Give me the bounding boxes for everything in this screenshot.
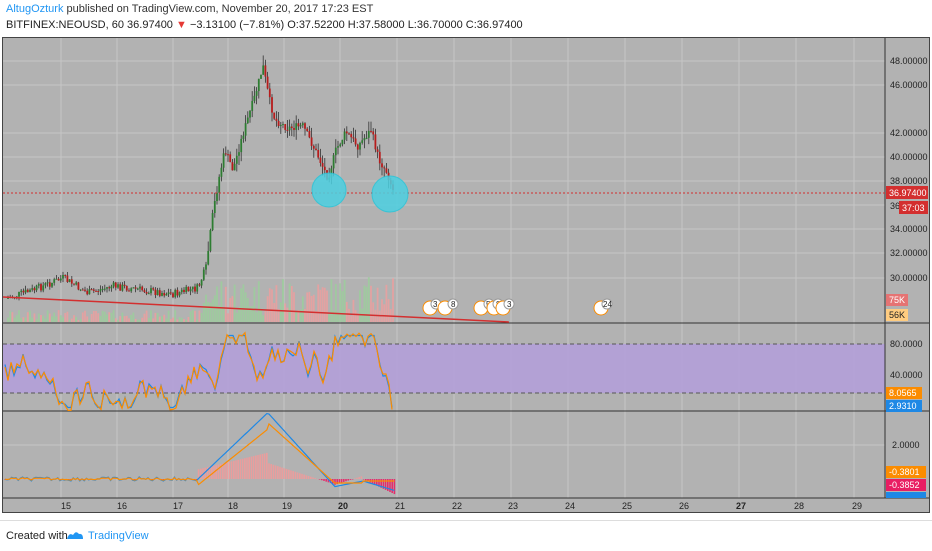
time-tick: 27 <box>736 501 746 511</box>
volume-badge-text: 75K <box>889 295 905 305</box>
price-tick: 42.00000 <box>890 128 928 138</box>
tradingview-brand-link[interactable]: TradingView <box>88 530 149 542</box>
volume-badge <box>886 309 908 321</box>
time-tick: 18 <box>228 501 238 511</box>
countdown-badge <box>899 201 928 214</box>
signal-line <box>4 422 395 486</box>
event-marker[interactable]: 8 <box>437 298 459 316</box>
event-count: 24 <box>603 300 612 309</box>
time-tick: 20 <box>338 501 348 511</box>
histogram-badge <box>886 479 926 491</box>
symbol-info: BITFINEX:NEOUSD, 60 36.97400 ▼ −3.13100 … <box>6 19 523 31</box>
price-tick: 34.00000 <box>890 224 928 234</box>
symbol-label: BITFINEX:NEOUSD, 60 <box>6 19 124 31</box>
time-tick: 15 <box>61 501 71 511</box>
time-tick: 21 <box>395 501 405 511</box>
ohlc-values: O:37.52200 H:37.58000 L:36.70000 C:36.97… <box>287 19 523 31</box>
highlight-circle-left[interactable] <box>311 172 347 208</box>
time-tick: 23 <box>508 501 518 511</box>
event-count: 3 <box>433 300 438 309</box>
stoch-d-badge <box>886 387 922 399</box>
price-tick: 40.00000 <box>890 152 928 162</box>
event-count: 3 <box>507 300 512 309</box>
signal-badge-text: -0.3801 <box>889 467 920 477</box>
price-tick: 36 <box>890 201 900 211</box>
last-price: 36.97400 <box>127 19 173 31</box>
chart-header: AltugOzturk published on TradingView.com… <box>0 0 932 36</box>
volume-badge-text: 56K <box>889 310 905 320</box>
time-tick: 24 <box>565 501 575 511</box>
economic-events: 3 8 5 8 3 24 <box>422 298 613 316</box>
stoch-tick: 80.0000 <box>890 339 923 349</box>
footer: Created with TradingView <box>0 520 932 551</box>
countdown-badge-text: 37:03 <box>902 203 925 213</box>
price-tick: 48.00000 <box>890 56 928 66</box>
macd-badge <box>886 492 926 498</box>
macd-line <box>4 412 395 491</box>
stoch-d-badge-text: 8.0565 <box>889 388 917 398</box>
trendline[interactable] <box>3 296 510 323</box>
stoch-d-line <box>4 331 393 411</box>
price-tick: 38.00000 <box>890 176 928 186</box>
price-tick: 46.00000 <box>890 80 928 90</box>
time-tick: 29 <box>852 501 862 511</box>
highlight-circle-right[interactable] <box>371 175 409 213</box>
tradingview-logo-icon[interactable] <box>66 529 84 541</box>
stoch-k-badge-text: 2.9310 <box>889 401 917 411</box>
author-link[interactable]: AltugOzturk <box>6 3 64 15</box>
time-tick: 19 <box>282 501 292 511</box>
price-tick: 30.00000 <box>890 273 928 283</box>
time-tick: 22 <box>452 501 462 511</box>
stoch-axis[interactable]: 80.0000 40.0000 8.0565 2.9310 <box>886 339 923 412</box>
signal-badge <box>886 466 926 478</box>
grid-lines <box>3 38 885 498</box>
volume-badge <box>886 294 908 306</box>
event-marker[interactable]: 24 <box>593 298 613 316</box>
time-tick: 28 <box>794 501 804 511</box>
price-change: −3.13100 (−7.81%) <box>189 19 285 31</box>
price-tick: 32.00000 <box>890 248 928 258</box>
macd-axis[interactable]: 2.0000 -0.3801 -0.3852 <box>886 440 926 498</box>
publish-info: AltugOzturk published on TradingView.com… <box>6 3 373 15</box>
created-with-text: Created with <box>6 530 68 542</box>
candlesticks <box>7 55 394 301</box>
stoch-band <box>3 344 885 393</box>
chart-area[interactable]: 3 8 5 8 3 24 48.00000 46.00000 42.00000 … <box>2 37 930 513</box>
stoch-tick: 40.0000 <box>890 370 923 380</box>
chart-canvas[interactable]: 3 8 5 8 3 24 48.00000 46.00000 42.00000 … <box>3 38 929 512</box>
event-count: 8 <box>451 300 456 309</box>
event-marker[interactable]: 3 <box>495 298 515 316</box>
histogram-badge-text: -0.3852 <box>889 480 920 490</box>
time-tick: 16 <box>117 501 127 511</box>
change-arrow-icon: ▼ <box>176 19 187 31</box>
time-tick: 17 <box>173 501 183 511</box>
current-price-badge-text: 36.97400 <box>889 188 927 198</box>
current-price-badge <box>886 186 928 199</box>
macd-tick: 2.0000 <box>892 440 920 450</box>
time-axis[interactable]: 15 16 17 18 19 20 21 22 23 24 25 26 27 2… <box>61 501 862 511</box>
published-text: published on TradingView.com, November 2… <box>63 3 374 15</box>
time-tick: 26 <box>679 501 689 511</box>
time-tick: 25 <box>622 501 632 511</box>
stoch-k-badge <box>886 400 922 412</box>
chart-background <box>3 38 929 512</box>
price-axis[interactable]: 48.00000 46.00000 42.00000 40.00000 38.0… <box>886 56 928 321</box>
